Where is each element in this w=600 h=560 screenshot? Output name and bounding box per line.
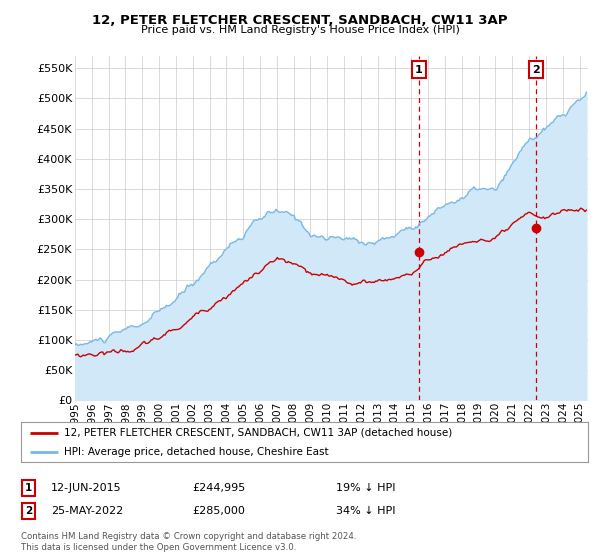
Text: £285,000: £285,000	[192, 506, 245, 516]
Text: 12-JUN-2015: 12-JUN-2015	[51, 483, 122, 493]
Text: 2: 2	[532, 64, 540, 74]
Text: 12, PETER FLETCHER CRESCENT, SANDBACH, CW11 3AP (detached house): 12, PETER FLETCHER CRESCENT, SANDBACH, C…	[64, 428, 452, 438]
Text: 25-MAY-2022: 25-MAY-2022	[51, 506, 123, 516]
Text: 1: 1	[25, 483, 32, 493]
Text: Contains HM Land Registry data © Crown copyright and database right 2024.
This d: Contains HM Land Registry data © Crown c…	[21, 532, 356, 552]
Text: Price paid vs. HM Land Registry's House Price Index (HPI): Price paid vs. HM Land Registry's House …	[140, 25, 460, 35]
Text: 1: 1	[415, 64, 422, 74]
Text: £244,995: £244,995	[192, 483, 245, 493]
Text: 12, PETER FLETCHER CRESCENT, SANDBACH, CW11 3AP: 12, PETER FLETCHER CRESCENT, SANDBACH, C…	[92, 14, 508, 27]
Text: HPI: Average price, detached house, Cheshire East: HPI: Average price, detached house, Ches…	[64, 447, 328, 457]
Text: 34% ↓ HPI: 34% ↓ HPI	[336, 506, 395, 516]
Text: 19% ↓ HPI: 19% ↓ HPI	[336, 483, 395, 493]
Text: 2: 2	[25, 506, 32, 516]
